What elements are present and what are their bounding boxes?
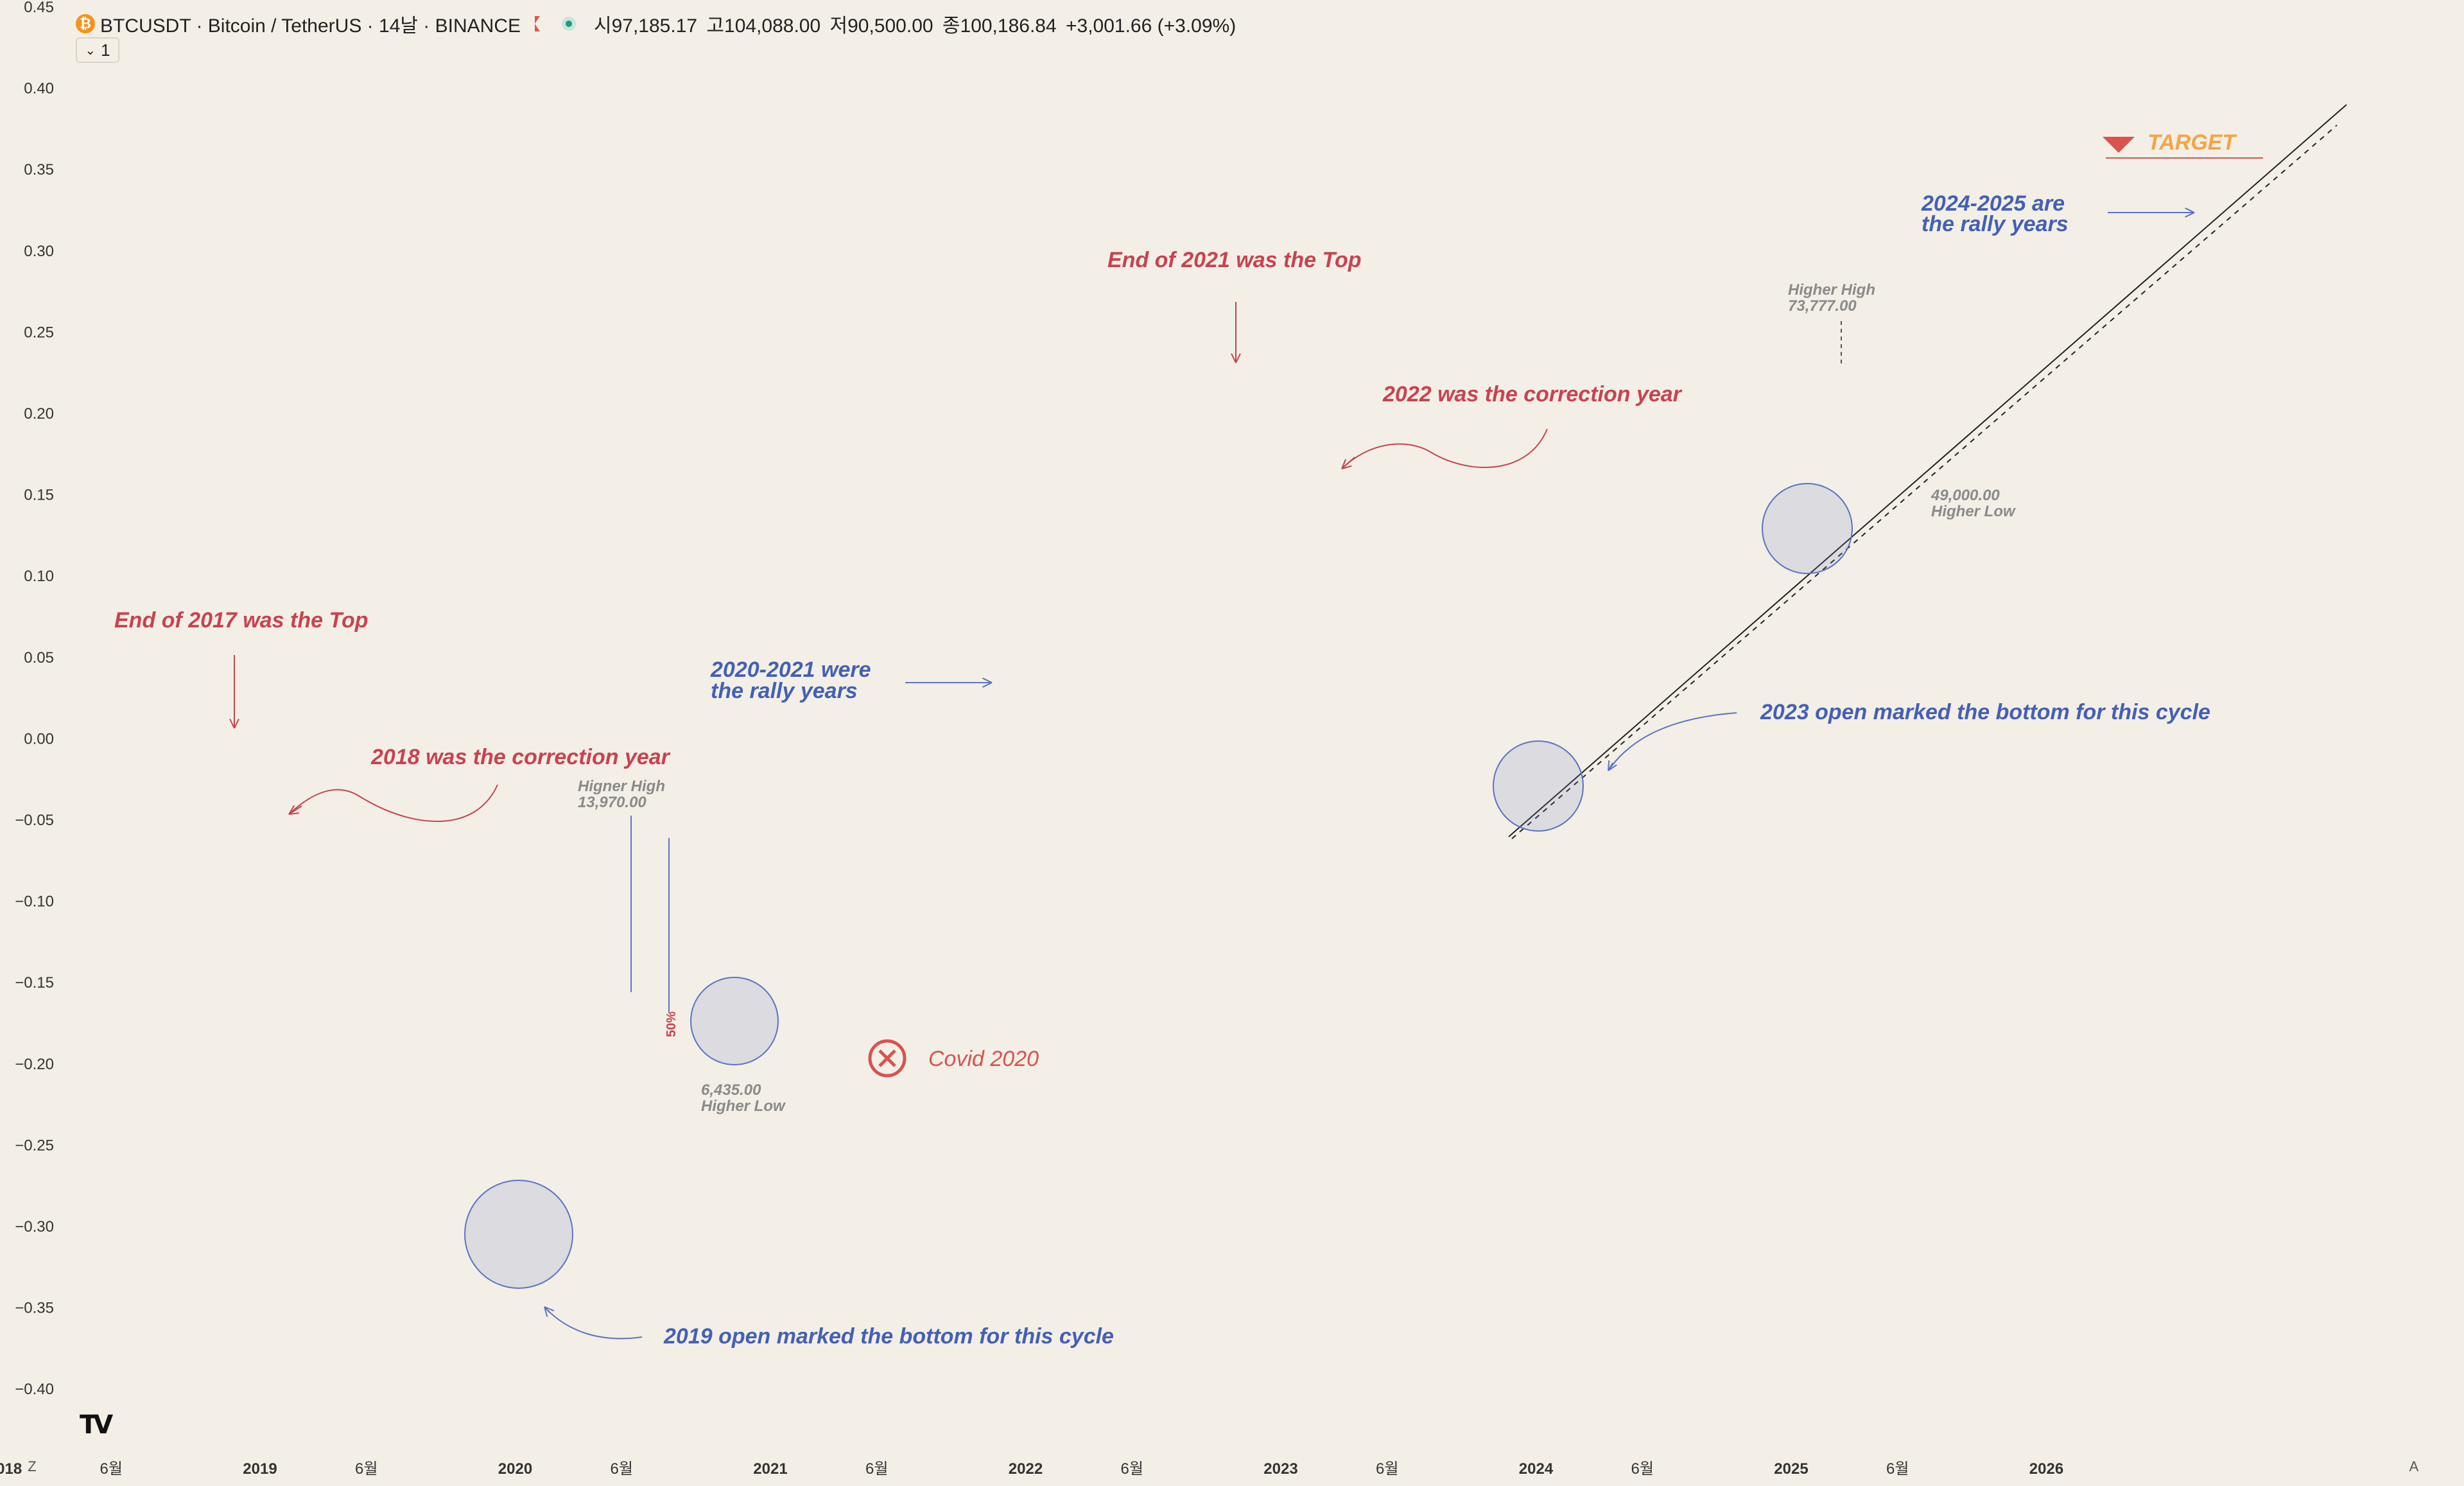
btc-logo-icon: ₿ <box>76 14 95 33</box>
annotation-end-2017: End of 2017 was the Top <box>114 608 368 633</box>
annotation-end-2021: End of 2021 was the Top <box>1107 248 1361 272</box>
low-value: 저90,500.00 <box>829 15 933 37</box>
percent-tick-label: −0.10 <box>15 893 54 911</box>
open-2019-arrow-head <box>544 1306 555 1317</box>
fib-50-label: 50% <box>664 1011 679 1037</box>
annotation-open-2019: 2019 open marked the bottom for this cyc… <box>663 1324 1114 1349</box>
bottom-highlight-circle <box>1762 483 1853 574</box>
open-2023-curve <box>1608 712 1737 771</box>
indicator-count: 1 <box>101 40 110 60</box>
ohlc-values: 시97,185.17 고104,088.00 저90,500.00 종100,1… <box>594 10 1240 38</box>
percent-tick-label: −0.25 <box>15 1137 54 1154</box>
hl-2024-title: Higher Low <box>1931 503 2016 520</box>
market-status-icon <box>562 17 576 31</box>
percent-tick-label: −0.05 <box>15 812 54 829</box>
time-tick-label: 6월 <box>1886 1460 1909 1478</box>
annotation-correction-2022: 2022 was the correction year <box>1382 382 1683 406</box>
time-tick-label: 6월 <box>865 1460 888 1478</box>
correction-2018-arrow <box>288 805 302 815</box>
zoom-toggle-button[interactable]: Z <box>28 1458 37 1474</box>
correction-2018-arrow-head <box>288 805 299 815</box>
time-tick-label: 2018 <box>0 1460 22 1478</box>
percent-tick-label: 0.40 <box>24 80 54 98</box>
time-tick-label: 2024 <box>1519 1460 1554 1478</box>
high-value: 고104,088.00 <box>706 15 821 37</box>
time-tick-label: 2020 <box>498 1460 532 1478</box>
time-tick-label: 6월 <box>355 1460 377 1478</box>
annotation-target: TARGET <box>2147 130 2237 155</box>
open-2023-arrow <box>1608 762 1613 771</box>
time-tick-label: 6월 <box>1121 1460 1143 1478</box>
hh-2024-value: 73,777.00 <box>1788 297 1857 315</box>
hh-2019-title: Higner High <box>578 778 665 795</box>
open-value: 시97,185.17 <box>594 15 698 37</box>
percent-tick-label: −0.30 <box>15 1218 54 1236</box>
percent-tick-label: 0.00 <box>24 730 54 747</box>
annotation-covid: Covid 2020 <box>928 1047 1039 1071</box>
annotation-rally-2024-line1: 2024-2025 are <box>1921 191 2065 216</box>
open-2019-curve <box>544 1306 643 1340</box>
covid-x-icon-mark <box>878 1049 896 1067</box>
symbol-title[interactable]: BTCUSDT · Bitcoin / TetherUS · 14날 · BIN… <box>100 15 521 37</box>
open-2023-arrow-head <box>1608 760 1617 771</box>
time-tick-label: 6월 <box>100 1460 123 1478</box>
hl-2024-value: 49,000.00 <box>1930 487 2000 504</box>
change-value: +3,001.66 (+3.09%) <box>1066 15 1236 37</box>
target-triangle-icon <box>2103 137 2135 153</box>
correction-2022-arrow-head <box>1341 459 1352 469</box>
time-tick-label: 2025 <box>1774 1460 1808 1478</box>
percent-tick-label: −0.20 <box>15 1056 54 1073</box>
annotation-open-2023: 2023 open marked the bottom for this cyc… <box>1760 700 2210 724</box>
annotation-rally-2024-line2: the rally years <box>1922 212 2069 236</box>
bottom-highlight-circle <box>690 977 779 1065</box>
time-tick-label: 2021 <box>753 1460 787 1478</box>
trend-line <box>1508 104 2347 837</box>
percent-tick-label: −0.15 <box>15 974 54 992</box>
rally-2024-arrow-head <box>2185 207 2195 218</box>
indicator-toggle-button[interactable]: ⌄ 1 <box>76 37 119 63</box>
top-2017-arrow-head <box>229 719 239 729</box>
percent-tick-label: 0.05 <box>24 649 54 667</box>
percent-tick-label: 0.15 <box>24 487 54 504</box>
hl-2019-title: Higher Low <box>701 1097 786 1115</box>
tradingview-logo-icon[interactable]: TV <box>80 1410 113 1440</box>
annotation-correction-2018: 2018 was the correction year <box>370 745 671 769</box>
close-value: 종100,186.84 <box>942 15 1057 37</box>
percent-tick-label: 0.35 <box>24 161 54 179</box>
percent-tick-label: 0.30 <box>24 243 54 260</box>
auto-scale-button[interactable]: A <box>2409 1458 2419 1474</box>
bottom-highlight-circle <box>1493 740 1584 832</box>
chevron-down-icon: ⌄ <box>85 43 96 58</box>
hl-2019-value: 6,435.00 <box>701 1081 761 1099</box>
time-tick-label: 2019 <box>243 1460 277 1478</box>
percent-tick-label: −0.35 <box>15 1300 54 1317</box>
time-tick-label: 2022 <box>1009 1460 1043 1478</box>
time-tick-label: 6월 <box>611 1460 633 1478</box>
percent-tick-label: −0.40 <box>15 1381 54 1398</box>
top-2021-arrow-head <box>1231 353 1241 363</box>
annotation-rally-2020-line2: the rally years <box>711 679 858 703</box>
hh-2019-value: 13,970.00 <box>578 794 646 811</box>
flag-icon[interactable] <box>535 16 540 31</box>
percent-tick-label: 0.10 <box>24 568 54 585</box>
correction-2022-curve <box>1341 428 1548 469</box>
hh-2024-title: Higher High <box>1788 281 1875 299</box>
time-tick-label: 6월 <box>1376 1460 1398 1478</box>
time-tick-label: 2023 <box>1263 1460 1297 1478</box>
correction-2018-curve <box>288 784 498 823</box>
percent-tick-label: 0.45 <box>24 0 54 16</box>
percent-tick-label: 0.25 <box>24 324 54 341</box>
rally-2020-arrow-head <box>982 677 993 688</box>
time-tick-label: 2026 <box>2029 1460 2063 1478</box>
bottom-highlight-circle <box>464 1180 573 1289</box>
percent-tick-label: 0.20 <box>24 405 54 423</box>
symbol-header: ₿ BTCUSDT · Bitcoin / TetherUS · 14날 · B… <box>76 8 1240 40</box>
annotation-rally-2020-line1: 2020-2021 were <box>710 658 871 682</box>
covid-x-icon <box>868 1039 907 1078</box>
trend-line-dashed <box>1511 125 2338 839</box>
correction-2022-arrow <box>1341 457 1355 469</box>
time-tick-label: 6월 <box>1631 1460 1654 1478</box>
